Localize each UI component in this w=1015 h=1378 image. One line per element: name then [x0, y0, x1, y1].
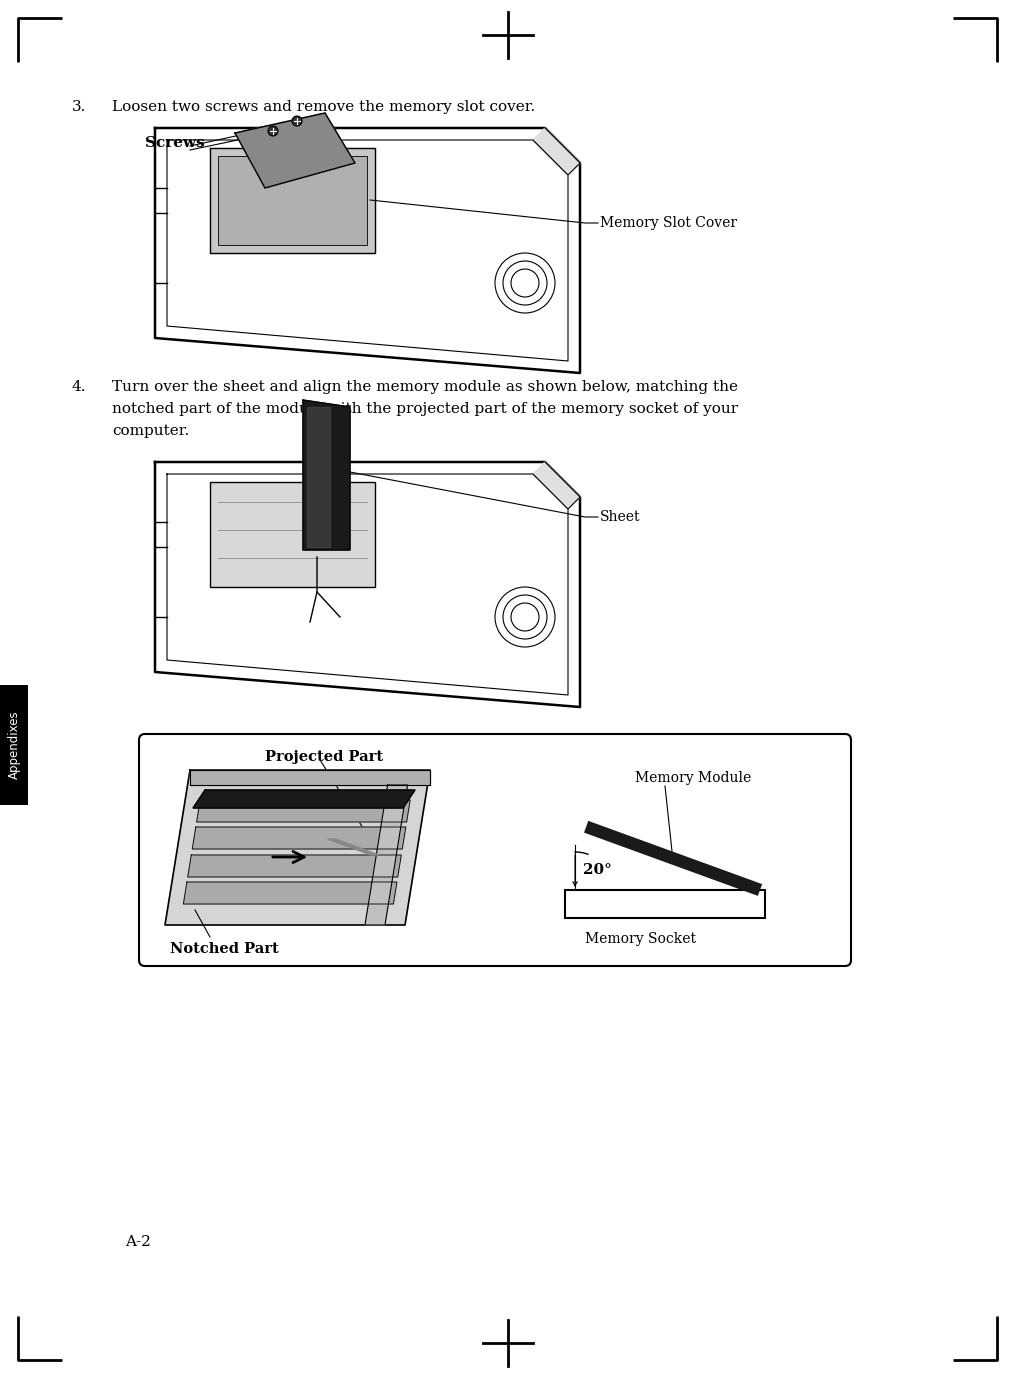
Text: 20°: 20° — [583, 863, 612, 876]
FancyBboxPatch shape — [139, 734, 851, 966]
Text: Memory Slot Cover: Memory Slot Cover — [600, 216, 737, 230]
Bar — [210, 482, 375, 587]
Circle shape — [268, 125, 278, 136]
Text: Sheet: Sheet — [600, 510, 640, 524]
Text: Projected Part: Projected Part — [265, 750, 383, 763]
Polygon shape — [365, 785, 408, 925]
Text: Loosen two screws and remove the memory slot cover.: Loosen two screws and remove the memory … — [112, 101, 535, 114]
Polygon shape — [303, 400, 350, 550]
Polygon shape — [328, 839, 379, 854]
Polygon shape — [184, 882, 397, 904]
Text: 4.: 4. — [72, 380, 86, 394]
Text: A-2: A-2 — [125, 1235, 151, 1248]
Polygon shape — [192, 827, 406, 849]
Polygon shape — [235, 113, 355, 187]
Circle shape — [292, 116, 302, 125]
Bar — [565, 890, 765, 918]
Polygon shape — [533, 462, 580, 508]
Text: Screws: Screws — [145, 136, 205, 150]
Text: Memory Socket: Memory Socket — [585, 932, 696, 947]
Polygon shape — [210, 147, 375, 254]
Text: notched part of the module with the projected part of the memory socket of your: notched part of the module with the proj… — [112, 402, 738, 416]
Text: Memory Module: Memory Module — [635, 772, 751, 785]
Polygon shape — [190, 770, 430, 785]
Polygon shape — [307, 407, 330, 547]
Text: Appendixes: Appendixes — [7, 711, 20, 780]
Polygon shape — [533, 128, 580, 175]
Polygon shape — [165, 770, 430, 925]
Text: computer.: computer. — [112, 424, 189, 438]
Bar — [218, 156, 367, 245]
Polygon shape — [193, 790, 415, 808]
Polygon shape — [197, 801, 410, 823]
Bar — [0, 685, 28, 805]
Polygon shape — [188, 854, 401, 876]
Text: Turn over the sheet and align the memory module as shown below, matching the: Turn over the sheet and align the memory… — [112, 380, 738, 394]
Text: Notched Part: Notched Part — [170, 943, 279, 956]
Text: 3.: 3. — [72, 101, 86, 114]
